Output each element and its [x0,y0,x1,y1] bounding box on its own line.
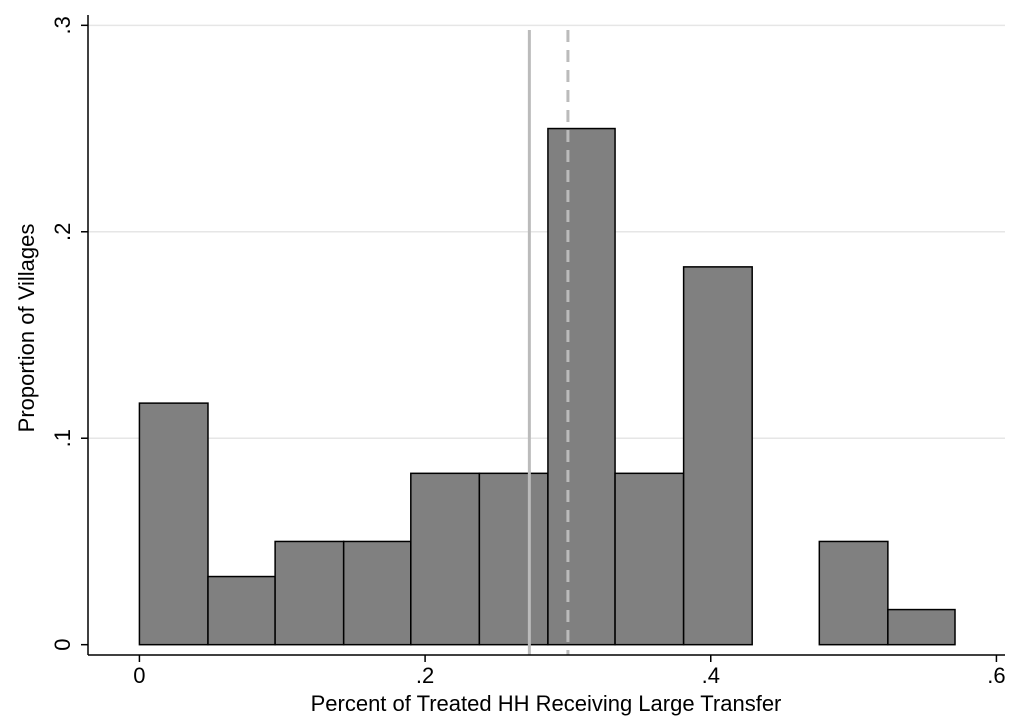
x-tick-label: .2 [416,663,434,688]
bar [478,472,549,646]
bar [410,472,481,646]
bar [818,540,889,646]
bar [682,266,753,646]
y-axis-title: Proportion of Villages [14,224,39,433]
bar [614,472,685,646]
bar [138,402,209,646]
bar [547,127,616,646]
bar [887,608,956,646]
y-tick-label: 0 [50,639,75,651]
x-axis-title: Percent of Treated HH Receiving Large Tr… [311,691,782,716]
bar [274,540,345,646]
y-tick-label: .3 [50,16,75,34]
bar [342,540,412,646]
bar [207,575,276,646]
y-tick-label: .1 [50,429,75,447]
x-tick-label: .4 [702,663,720,688]
x-tick-label: .6 [987,663,1005,688]
x-tick-label: 0 [133,663,145,688]
y-tick-label: .2 [50,223,75,241]
